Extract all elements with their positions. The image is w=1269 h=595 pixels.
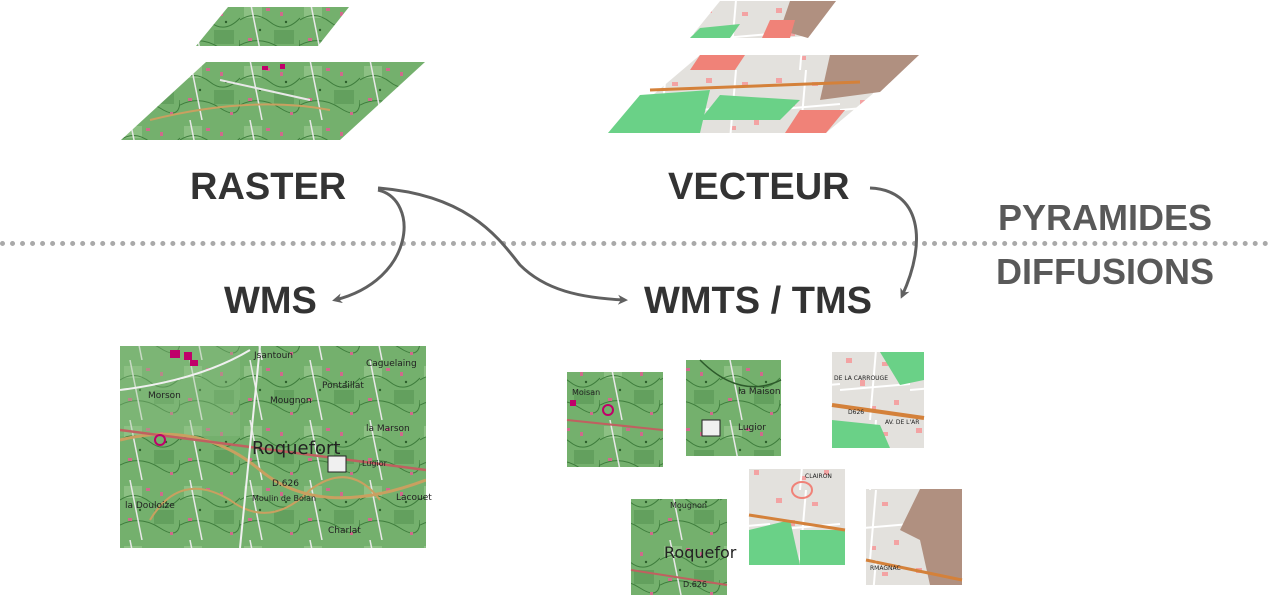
wmts-tile-raster-2: la Maison Lugior xyxy=(686,359,782,456)
pyramides-label: PYRAMIDES xyxy=(998,197,1213,238)
tile-label: D626 xyxy=(848,409,864,416)
wms-map-road: D.626 xyxy=(272,479,299,489)
wms-map-label: Morson xyxy=(148,391,181,401)
tile-label: DE LA CARROUGE xyxy=(834,375,888,382)
wms-label: WMS xyxy=(224,280,317,322)
tile-label: Lugior xyxy=(738,423,766,433)
wmts-tile-raster-3: Mougnon Roquefor D.626 xyxy=(630,499,737,595)
raster-pyramid-top-level xyxy=(196,7,349,46)
tile-label: Roquefor xyxy=(664,543,737,562)
tile-label: Mougnon xyxy=(670,501,707,510)
wms-map-label: Pontaillat xyxy=(322,381,364,391)
wms-map-label: Caguelaing xyxy=(366,359,417,369)
wms-map-label: Lacouet xyxy=(396,493,432,503)
arrow-vecteur-to-wmts xyxy=(869,186,918,299)
wms-map-label: Mougnon xyxy=(270,396,312,406)
raster-pyramid xyxy=(121,7,425,140)
wms-map-label: Lugior xyxy=(362,459,388,468)
wmts-tile-vector-3: RMAGNAC xyxy=(865,489,963,585)
wms-map-town: Roquefort xyxy=(252,438,340,459)
wms-map-image xyxy=(120,346,426,548)
diffusions-label: DIFFUSIONS xyxy=(996,251,1215,292)
wms-map-label: Jsantoun xyxy=(253,351,293,361)
wmts-tile-raster-1: Moisan xyxy=(566,372,664,467)
arrow-raster-to-wms xyxy=(332,188,406,304)
pyramid-diffusion-divider xyxy=(0,241,1269,246)
wms-map-label: Charlat xyxy=(328,526,361,536)
tile-label: AV. DE L'AR xyxy=(885,419,919,426)
arrows xyxy=(332,186,918,305)
tile-label: RMAGNAC xyxy=(870,565,901,572)
vector-pyramid xyxy=(608,1,919,133)
raster-label: RASTER xyxy=(190,166,347,208)
tile-label: CLAIRON xyxy=(805,473,832,480)
wmts-label: WMTS / TMS xyxy=(644,280,872,322)
raster-pyramid-bottom-level xyxy=(121,62,425,140)
tile-label: Moisan xyxy=(572,388,600,397)
tile-label: D.626 xyxy=(683,580,707,589)
wms-map-labels: Jsantoun Caguelaing Morson Mougnon Ponta… xyxy=(125,351,432,536)
wms-map-label: la Douloize xyxy=(125,501,175,511)
wms-map-label: Moulin de Bolan xyxy=(252,494,316,503)
wmts-tile-vector-1: DE LA CARROUGE D626 AV. DE L'AR xyxy=(831,352,925,448)
wms-map-label: la Marson xyxy=(366,424,410,434)
wmts-tile-vector-2: CLAIRON xyxy=(748,469,846,565)
tile-label: la Maison xyxy=(738,387,781,397)
vecteur-label: VECTEUR xyxy=(668,166,850,208)
arrow-raster-to-wmts xyxy=(377,186,628,305)
